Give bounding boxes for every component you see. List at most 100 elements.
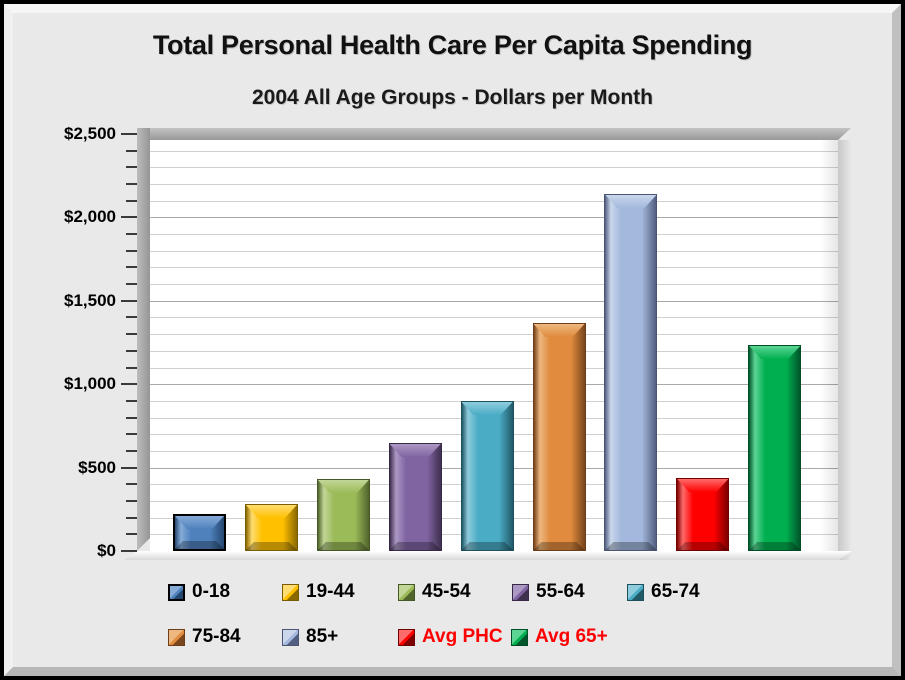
gridline-1700 [150,267,838,269]
y-axis-minor-tick-2200 [126,183,137,186]
legend-label: 55-64 [536,581,585,602]
plot-right-shade [820,140,838,551]
legend-swatch [511,628,528,646]
y-axis-minor-tick-1800 [126,249,137,252]
gridline-2300 [150,167,838,169]
plot-floor [124,551,852,560]
legend-label: Avg PHC [422,626,503,647]
y-axis-minor-tick-2300 [126,166,137,169]
chart-subtitle: 2004 All Age Groups - Dollars per Month [251,86,653,109]
plot-area [150,140,838,551]
plot-wall-top [137,128,851,140]
bar-bottom-bevel [462,542,513,550]
gridline-1200 [150,350,838,352]
legend-label: 0-18 [192,581,231,602]
y-axis-minor-tick-100 [126,533,137,536]
chart-title: Total Personal Health Care Per Capita Sp… [152,30,753,60]
gridline-1600 [150,284,838,286]
legend-swatch [512,583,529,601]
legend-label: Avg 65+ [535,626,608,647]
gridline-1300 [150,334,838,336]
bar-top-bevel [462,402,513,415]
y-axis-major-tick-1500 [121,299,137,302]
y-axis-minor-tick-1400 [126,316,137,319]
legend-label: 75-84 [192,626,241,647]
bar-85+ [604,194,658,551]
bar-bottom-bevel [534,542,585,550]
bar-bottom-bevel [390,542,441,550]
gridline-1000 [150,384,838,386]
legend-item-45-54: 45-54 [398,581,471,603]
plot-drop-shadow [838,140,852,560]
bar-bottom-bevel [246,542,297,550]
bar-0-18 [173,514,226,551]
y-axis-major-tick-1000 [121,383,137,386]
y-axis-minor-tick-400 [126,483,137,486]
bar-avg-65+ [748,345,802,551]
legend-label: 45-54 [422,581,471,602]
bar-bottom-bevel [605,542,656,550]
bar-45-54 [316,479,370,551]
y-axis-minor-tick-2100 [126,199,137,202]
legend-swatch [398,583,415,601]
y-axis-major-tick-500 [121,466,137,469]
y-axis-minor-tick-200 [126,516,137,519]
legend-label: 65-74 [651,581,700,602]
bar-bottom-bevel [749,542,800,550]
y-axis-label-2500: $2,500 [64,124,116,143]
y-axis-label-2000: $2,000 [64,207,116,227]
y-axis-minor-tick-900 [126,399,137,402]
y-axis-minor-tick-300 [126,499,137,502]
legend-label: 85+ [306,626,339,647]
gridline-2000 [150,217,838,219]
y-axis-major-tick-2000 [121,216,137,219]
legend-swatch [282,583,299,601]
y-axis-major-tick-2500 [121,133,137,135]
bar-75-84 [532,323,586,551]
y-axis-label-1500: $1,500 [64,290,116,310]
bar-bottom-bevel [318,542,369,550]
bar-bottom-bevel [175,541,224,549]
bar-top-bevel [246,505,297,518]
legend-swatch [282,628,299,646]
y-axis-minor-tick-700 [126,433,137,436]
gridline-2400 [150,150,838,152]
gridline-1400 [150,317,838,319]
gridline-2100 [150,200,838,202]
y-axis-minor-tick-1900 [126,233,137,236]
legend-item-65-74: 65-74 [627,581,700,603]
legend-item-75-84: 75-84 [168,626,241,648]
y-axis-minor-tick-1100 [126,366,137,369]
bar-top-bevel [175,516,224,529]
y-axis-major-tick-0 [121,550,137,552]
legend-item-avg-phc: Avg PHC [398,626,503,648]
bar-top-bevel [605,195,656,208]
bar-55-64 [388,443,442,551]
bar-65-74 [460,401,514,551]
y-axis-label-1000: $1,000 [64,374,116,394]
legend-swatch [168,583,185,601]
bar-top-bevel [749,346,800,359]
legend-label: 19-44 [306,581,355,602]
legend-item-0-18: 0-18 [168,581,230,603]
gridline-1800 [150,250,838,252]
y-axis-minor-tick-1600 [126,283,137,286]
legend-item-85+: 85+ [282,626,338,648]
gridline-1100 [150,367,838,369]
y-axis-minor-tick-600 [126,449,137,452]
bar-19-44 [244,504,298,551]
y-axis-label-0: $0 [97,541,116,560]
bar-bottom-bevel [677,542,728,550]
y-axis-minor-tick-2400 [126,149,137,152]
y-axis-label-500: $500 [78,457,116,477]
bar-top-bevel [677,479,728,492]
legend-item-19-44: 19-44 [282,581,355,603]
y-axis-minor-tick-1700 [126,266,137,269]
legend-swatch [168,628,185,646]
gridline-1900 [150,234,838,236]
bar-top-bevel [390,444,441,457]
legend-item-55-64: 55-64 [512,581,585,603]
gridline-1500 [150,300,838,302]
legend-swatch [627,583,644,601]
